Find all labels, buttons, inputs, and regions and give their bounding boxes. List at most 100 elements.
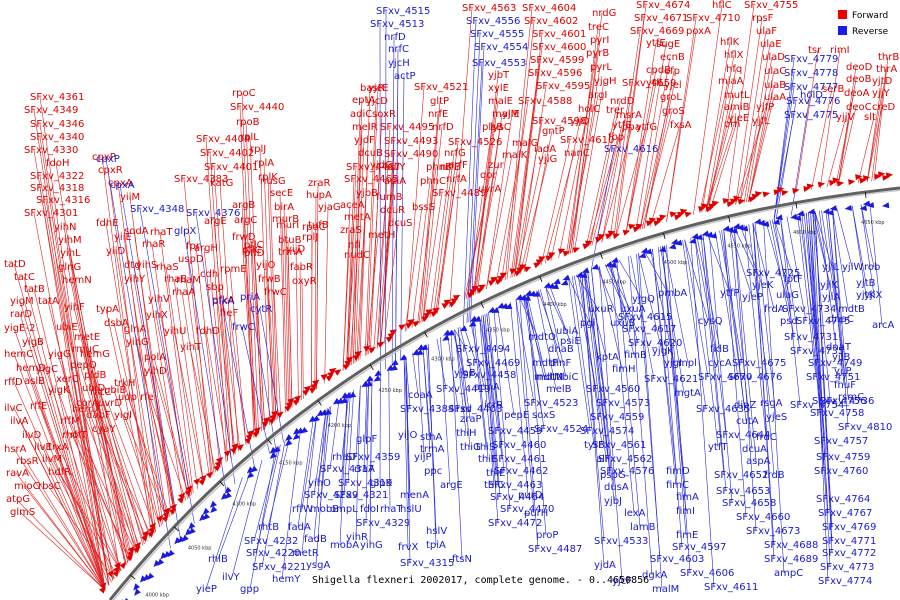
- forward-gene-label: argE: [204, 216, 227, 227]
- forward-gene-label: efp: [664, 66, 680, 77]
- reverse-gene-leader: [814, 211, 833, 268]
- reverse-gene-leader: [752, 223, 775, 560]
- reverse-gene-leader: [400, 75, 405, 360]
- forward-gene-leader: [748, 96, 775, 202]
- kbp-tick-label: 4000 kbp: [145, 593, 169, 599]
- reverse-gene-leader: [702, 234, 727, 492]
- reverse-gene: [605, 261, 613, 267]
- reverse-gene-label: SFxv_4760: [814, 466, 868, 477]
- forward-gene-label: uvrA: [478, 184, 501, 195]
- reverse-gene-leader: [860, 204, 875, 296]
- reverse-gene: [374, 370, 382, 377]
- forward-gene-label: ulaC: [764, 66, 786, 77]
- forward-gene-leader: [643, 84, 675, 229]
- forward-gene-label: rpoC: [302, 222, 326, 233]
- forward-gene-leader: [422, 126, 443, 322]
- forward-gene-leader: [133, 278, 175, 513]
- forward-gene-label: rpmE: [220, 264, 247, 275]
- reverse-gene-leader: [568, 277, 591, 432]
- reverse-gene-label: yjiW: [842, 262, 863, 273]
- forward-gene-label: SFxv_4301: [24, 208, 78, 219]
- reverse-gene-label: glpF: [356, 434, 377, 445]
- reverse-gene-leader: [851, 205, 867, 284]
- forward-gene-label: SFxv_4521: [414, 82, 468, 93]
- reverse-gene-label: SFxv_4560: [586, 384, 640, 395]
- forward-gene: [206, 471, 214, 479]
- reverse-gene: [757, 219, 766, 226]
- forward-gene: [722, 198, 731, 205]
- forward-gene: [806, 183, 815, 190]
- forward-gene-label: SFxv_4349: [24, 105, 78, 116]
- forward-gene-label: ulaE: [760, 39, 782, 50]
- forward-gene: [312, 379, 320, 387]
- genome-backbone: [108, 186, 900, 600]
- reverse-gene: [609, 262, 617, 268]
- reverse-gene-leader: [832, 208, 849, 428]
- forward-gene-label: SFxv_4401: [204, 162, 258, 173]
- reverse-gene-label: SFxv_4289: [304, 490, 358, 501]
- forward-gene-leader: [568, 94, 599, 255]
- forward-gene-leader: [185, 279, 213, 475]
- forward-gene-label: SFxv_4674: [636, 0, 690, 11]
- reverse-gene-leader: [463, 20, 477, 325]
- forward-gene-label: yihU: [164, 326, 186, 337]
- reverse-gene-label: SFxv_4463: [488, 480, 542, 491]
- forward-gene-label: ulaB: [764, 80, 786, 91]
- forward-gene-leader: [314, 194, 317, 391]
- reverse-gene-leader: [682, 240, 707, 410]
- reverse-gene-label: ftsN: [452, 554, 472, 565]
- reverse-gene-label: SFxv_4472: [488, 518, 542, 529]
- reverse-gene: [822, 208, 831, 215]
- reverse-gene-leader: [545, 286, 567, 332]
- forward-gene-leader: [866, 106, 883, 182]
- reverse-gene-label: yjdA: [594, 560, 616, 571]
- reverse-gene: [772, 218, 781, 225]
- reverse-gene: [177, 535, 185, 544]
- forward-gene-leader: [47, 485, 115, 580]
- reverse-gene-leader: [457, 327, 471, 420]
- reverse-gene-label: ytfT: [708, 442, 728, 453]
- forward-gene-label: adiY: [384, 162, 406, 173]
- reverse-gene-leader: [549, 285, 571, 342]
- reverse-gene-label: dnaB: [548, 344, 574, 355]
- reverse-gene-label: yjiL: [822, 262, 839, 273]
- reverse-gene-label: cpxA: [110, 180, 135, 191]
- legend-forward-swatch: [838, 10, 847, 19]
- forward-gene-label: fxsA: [670, 120, 692, 131]
- reverse-gene-label: melB: [546, 384, 572, 395]
- reverse-gene-label: fimI: [676, 506, 695, 517]
- reverse-gene-label: psd: [780, 316, 798, 327]
- reverse-gene-leader: [472, 320, 487, 448]
- reverse-gene-label: SFxv_4756: [812, 396, 866, 407]
- reverse-gene-label: SFxv_4751: [806, 372, 860, 383]
- reverse-gene-leader: [524, 295, 545, 378]
- forward-gene-label: frwD: [232, 232, 256, 243]
- reverse-gene-label: cycA: [708, 358, 732, 369]
- kbp-tick-label: 4550 kbp: [727, 244, 751, 250]
- forward-gene: [635, 223, 644, 230]
- forward-gene: [405, 322, 413, 329]
- forward-gene: [776, 186, 785, 193]
- forward-gene-label: yigK: [48, 385, 70, 396]
- forward-gene-leader: [615, 126, 647, 238]
- reverse-gene-label: yjgK: [652, 346, 674, 357]
- reverse-gene-leader: [261, 440, 286, 568]
- reverse-gene-leader: [313, 409, 327, 540]
- reverse-gene-leader: [281, 428, 301, 580]
- reverse-gene-label: rhlB: [208, 554, 228, 565]
- forward-gene-leader: [342, 229, 351, 371]
- forward-gene-label: pyrI: [590, 35, 609, 46]
- reverse-gene-label: thiS: [476, 442, 495, 453]
- reverse-gene-label: fdoI: [360, 504, 379, 515]
- forward-gene-label: yihD: [144, 366, 167, 377]
- forward-gene-leader: [615, 4, 647, 238]
- forward-gene-leader: [639, 56, 671, 230]
- forward-gene-leader: [33, 380, 106, 591]
- reverse-gene: [468, 320, 477, 327]
- reverse-gene-leader: [827, 209, 845, 386]
- forward-gene-leader: [518, 85, 547, 275]
- reverse-gene-label: zraP: [460, 414, 482, 425]
- forward-gene-label: metH: [368, 230, 395, 241]
- forward-gene-leader: [23, 276, 106, 591]
